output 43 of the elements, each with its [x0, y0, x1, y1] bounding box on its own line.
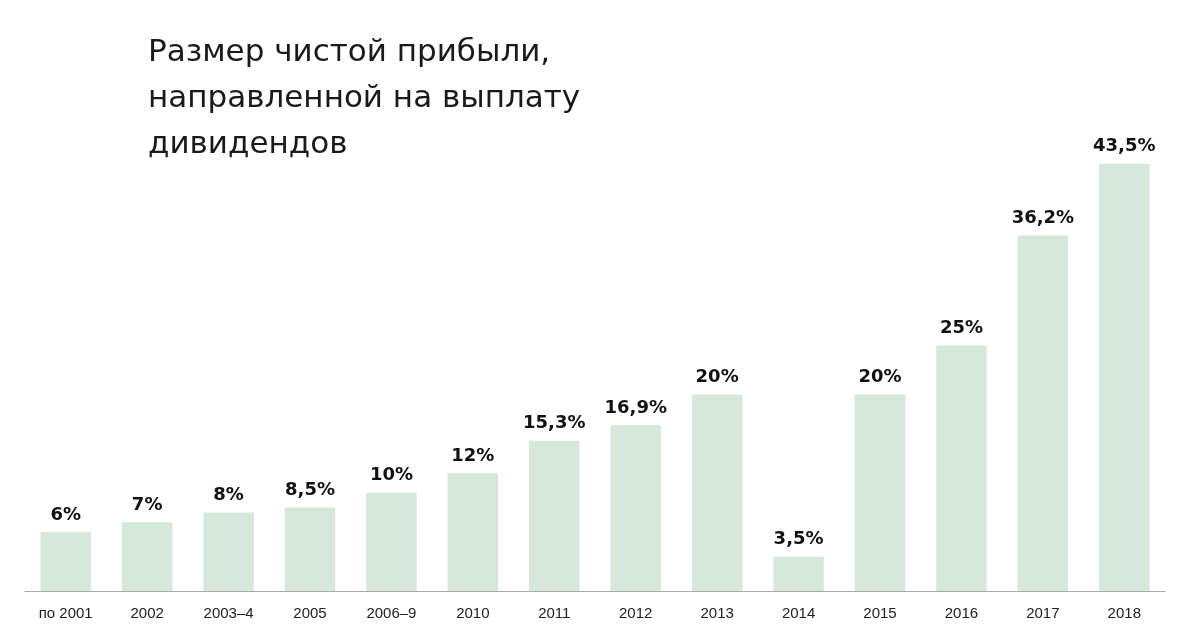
bar — [284, 507, 336, 591]
bar — [121, 522, 173, 591]
data-label: 25% — [939, 316, 983, 337]
x-tick-label: 2016 — [944, 604, 979, 621]
data-label: 15,3% — [523, 411, 586, 433]
bar — [529, 440, 580, 591]
data-label: 10% — [369, 463, 413, 485]
x-tick-label: 2017 — [1026, 604, 1060, 621]
bar — [366, 492, 417, 591]
data-label: 16,9% — [604, 395, 667, 417]
data-label: 8,5% — [285, 478, 335, 500]
x-tick-label: по 2001 — [38, 604, 93, 621]
bar — [203, 512, 254, 591]
bar — [1099, 163, 1150, 591]
bar — [936, 345, 987, 591]
x-tick-label: 2014 — [781, 604, 816, 621]
data-label: 8% — [213, 482, 244, 504]
x-tick-label: 2012 — [619, 604, 653, 621]
data-label: 20% — [858, 365, 902, 387]
data-label: 20% — [695, 365, 739, 387]
chart-title: Размер чистой прибыли, направленной на выплату дивидендов — [148, 32, 591, 160]
x-tick-label: 2011 — [538, 604, 571, 621]
x-tick-label: 2010 — [456, 604, 490, 621]
bar — [610, 425, 661, 591]
x-tick-label: 2006–9 — [366, 604, 417, 621]
data-label: 12% — [451, 443, 495, 465]
x-tick-label: 2002 — [130, 604, 164, 621]
x-tick-label: 2013 — [700, 604, 734, 621]
data-label: 6% — [50, 502, 81, 524]
bar — [691, 394, 743, 591]
bar — [1017, 235, 1069, 591]
x-tick-label: 2003–4 — [203, 604, 254, 621]
bar — [40, 532, 91, 591]
bar — [854, 394, 906, 591]
bar — [447, 473, 499, 591]
x-tick-label: 2018 — [1107, 604, 1141, 621]
data-label: 7% — [131, 492, 163, 514]
x-tick-label: 2015 — [863, 604, 897, 621]
data-label: 3,5% — [773, 527, 824, 549]
bar — [773, 556, 824, 591]
data-label: 43,5% — [1093, 134, 1156, 156]
data-label: 36,2% — [1011, 206, 1075, 228]
x-tick-label: 2005 — [293, 604, 327, 621]
